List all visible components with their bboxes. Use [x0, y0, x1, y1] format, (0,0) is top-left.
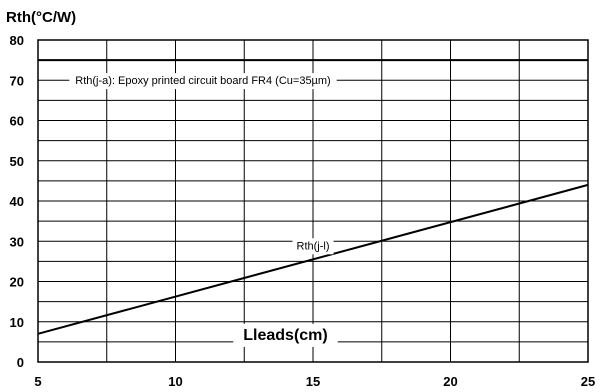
x-tick-label-25: 25 [581, 374, 595, 389]
x-tick-label-20: 20 [443, 374, 457, 389]
series-label-0: Rth(j-a): Epoxy printed circuit board FR… [75, 75, 330, 87]
series-line-1 [37, 183, 589, 335]
y-tick-label-30: 30 [10, 234, 24, 249]
y-tick-label-20: 20 [10, 275, 24, 290]
x-axis-title-background [233, 323, 338, 347]
y-tick-label-60: 60 [10, 114, 24, 129]
series-label-background-0 [69, 73, 337, 90]
y-tick-label-40: 40 [10, 194, 24, 209]
x-axis-title: Lleads(cm) [243, 327, 327, 344]
tick-labels: 0 10 20 30 40 50 60 70 80 5 10 15 20 25 [10, 33, 596, 389]
series-lines [37, 59, 589, 335]
series-labels: Rth(j-a): Epoxy printed circuit board FR… [69, 73, 337, 255]
y-tick-label-10: 10 [10, 315, 24, 330]
series-label-background-1 [292, 238, 334, 255]
plot-frame [37, 39, 589, 363]
x-tick-label-10: 10 [168, 374, 182, 389]
x-tick-label-5: 5 [34, 374, 41, 389]
y-tick-label-0: 0 [17, 355, 24, 370]
y-axis-title: Rth(°C/W) [6, 9, 76, 26]
y-tick-label-70: 70 [10, 73, 24, 88]
y-tick-label-80: 80 [10, 33, 24, 48]
x-tick-label-15: 15 [306, 374, 320, 389]
series-label-1: Rth(j-l) [297, 240, 330, 252]
y-tick-label-50: 50 [10, 154, 24, 169]
